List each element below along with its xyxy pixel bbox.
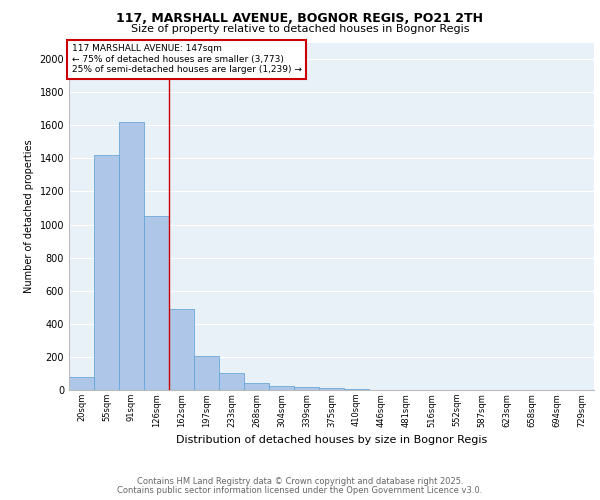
Y-axis label: Number of detached properties: Number of detached properties (24, 140, 34, 293)
Bar (219, 372, 244, 390)
X-axis label: Distribution of detached houses by size in Bognor Regis: Distribution of detached houses by size … (176, 435, 487, 445)
Text: 117 MARSHALL AVENUE: 147sqm
← 75% of detached houses are smaller (3,773)
25% of : 117 MARSHALL AVENUE: 147sqm ← 75% of det… (71, 44, 302, 74)
Bar (144, 216, 169, 390)
Bar (94, 155, 119, 390)
Text: Contains HM Land Registry data © Crown copyright and database right 2025.: Contains HM Land Registry data © Crown c… (137, 477, 463, 486)
Bar (69, 377, 94, 390)
Bar (244, 384, 269, 390)
Text: 117, MARSHALL AVENUE, BOGNOR REGIS, PO21 2TH: 117, MARSHALL AVENUE, BOGNOR REGIS, PO21… (116, 12, 484, 26)
Bar (294, 387, 319, 390)
Bar (169, 309, 194, 390)
Bar (344, 388, 369, 390)
Text: Size of property relative to detached houses in Bognor Regis: Size of property relative to detached ho… (131, 24, 469, 34)
Bar (319, 388, 344, 390)
Bar (119, 122, 144, 390)
Bar (194, 356, 219, 390)
Bar (269, 386, 294, 390)
Text: Contains public sector information licensed under the Open Government Licence v3: Contains public sector information licen… (118, 486, 482, 495)
